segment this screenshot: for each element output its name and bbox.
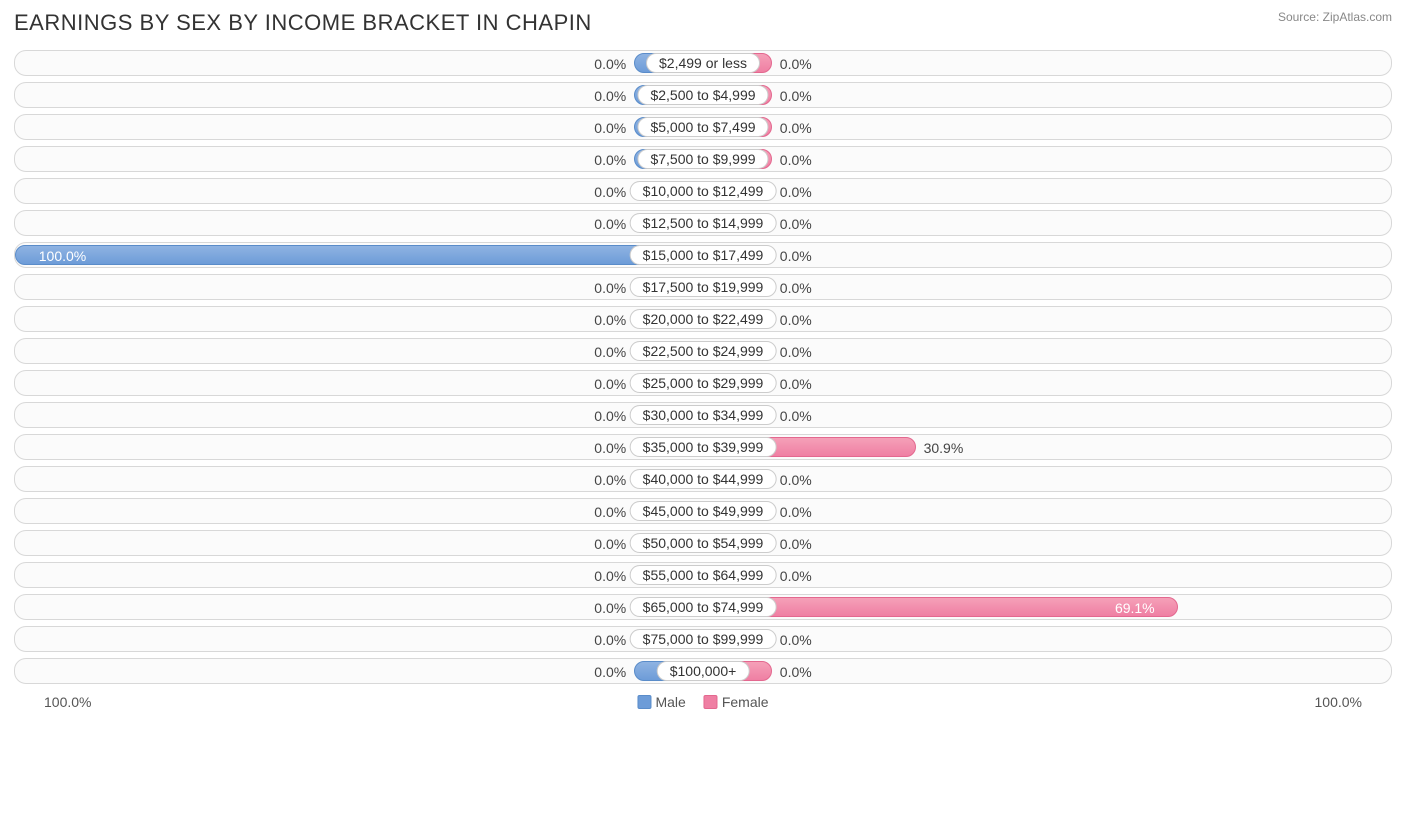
chart-row: 0.0% 0.0%$22,500 to $24,999 (14, 338, 1392, 364)
female-value: 0.0% (772, 307, 812, 333)
male-value: 0.0% (594, 83, 634, 109)
category-label: $55,000 to $64,999 (630, 565, 777, 585)
source-attribution: Source: ZipAtlas.com (1278, 10, 1392, 24)
female-value: 0.0% (772, 659, 812, 685)
chart-rows: 0.0%0.0%$2,499 or less0.0%0.0%$2,500 to … (14, 50, 1392, 684)
chart-container: EARNINGS BY SEX BY INCOME BRACKET IN CHA… (0, 0, 1406, 724)
male-value: 0.0% (594, 563, 634, 589)
legend-female-label: Female (722, 694, 769, 710)
female-value: 30.9% (916, 435, 964, 461)
male-value: 0.0% (594, 531, 634, 557)
chart-row: 0.0% 0.0% $100,000+ (14, 658, 1392, 684)
chart-row: 0.0% 0.0%$2,500 to $4,999 (14, 82, 1392, 108)
chart-row: 0.0% 0.0%$50,000 to $54,999 (14, 530, 1392, 556)
chart-row: 0.0% 0.0%$45,000 to $49,999 (14, 498, 1392, 524)
category-label: $25,000 to $29,999 (630, 373, 777, 393)
category-label: $10,000 to $12,499 (630, 181, 777, 201)
female-value: 0.0% (772, 147, 812, 173)
chart-row: 0.0% 30.9% $35,000 to $39,999 (14, 434, 1392, 460)
female-value: 0.0% (772, 83, 812, 109)
category-label: $45,000 to $49,999 (630, 501, 777, 521)
male-value: 0.0% (594, 371, 634, 397)
chart-row: 0.0% 0.0%$25,000 to $29,999 (14, 370, 1392, 396)
female-value: 0.0% (772, 339, 812, 365)
male-value: 0.0% (594, 307, 634, 333)
chart-row: 0.0% 0.0%$12,500 to $14,999 (14, 210, 1392, 236)
chart-row: 0.0% 0.0%$30,000 to $34,999 (14, 402, 1392, 428)
male-value: 0.0% (594, 339, 634, 365)
male-value: 0.0% (594, 595, 634, 621)
chart-row: 0.0% 0.0%$55,000 to $64,999 (14, 562, 1392, 588)
female-value: 0.0% (772, 563, 812, 589)
chart-row: 0.0% 0.0%$40,000 to $44,999 (14, 466, 1392, 492)
legend-male-label: Male (655, 694, 685, 710)
female-value: 69.1% (1115, 595, 1165, 621)
category-label: $65,000 to $74,999 (630, 597, 777, 617)
chart-row: 0.0% 0.0%$10,000 to $12,499 (14, 178, 1392, 204)
male-value: 100.0% (29, 243, 86, 269)
category-label: $100,000+ (657, 661, 750, 681)
category-label: $75,000 to $99,999 (630, 629, 777, 649)
chart-row: 0.0% 0.0%$5,000 to $7,499 (14, 114, 1392, 140)
female-value: 0.0% (772, 531, 812, 557)
male-value: 0.0% (594, 179, 634, 205)
male-value: 0.0% (594, 115, 634, 141)
chart-footer: 100.0% Male Female 100.0% (14, 694, 1392, 716)
category-label: $22,500 to $24,999 (630, 341, 777, 361)
female-value: 0.0% (772, 211, 812, 237)
category-label: $35,000 to $39,999 (630, 437, 777, 457)
female-value: 0.0% (772, 179, 812, 205)
male-value: 0.0% (594, 435, 634, 461)
chart-row: 0.0% 0.0%$7,500 to $9,999 (14, 146, 1392, 172)
chart-title: EARNINGS BY SEX BY INCOME BRACKET IN CHA… (14, 10, 592, 36)
chart-row: 0.0% 0.0%$17,500 to $19,999 (14, 274, 1392, 300)
female-value: 0.0% (772, 115, 812, 141)
category-label: $7,500 to $9,999 (637, 149, 768, 169)
male-value: 0.0% (594, 147, 634, 173)
male-value: 0.0% (594, 211, 634, 237)
female-value: 0.0% (772, 51, 812, 77)
chart-row: 0.0% 0.0%$75,000 to $99,999 (14, 626, 1392, 652)
category-label: $17,500 to $19,999 (630, 277, 777, 297)
legend-male: Male (637, 694, 685, 710)
category-label: $15,000 to $17,499 (630, 245, 777, 265)
category-label: $12,500 to $14,999 (630, 213, 777, 233)
category-label: $2,499 or less (646, 53, 760, 73)
axis-label-right: 100.0% (1315, 694, 1362, 710)
female-value: 0.0% (772, 499, 812, 525)
chart-row: 0.0% 69.1% $65,000 to $74,999 (14, 594, 1392, 620)
category-label: $2,500 to $4,999 (637, 85, 768, 105)
female-swatch-icon (704, 695, 718, 709)
male-swatch-icon (637, 695, 651, 709)
chart-row: 100.0% 0.0%$15,000 to $17,499 (14, 242, 1392, 268)
female-value: 0.0% (772, 627, 812, 653)
female-value: 0.0% (772, 275, 812, 301)
category-label: $20,000 to $22,499 (630, 309, 777, 329)
chart-row: 0.0% 0.0% $2,499 or less (14, 50, 1392, 76)
category-label: $5,000 to $7,499 (637, 117, 768, 137)
male-value: 0.0% (594, 275, 634, 301)
male-bar (15, 245, 703, 265)
legend-female: Female (704, 694, 769, 710)
male-value: 0.0% (594, 467, 634, 493)
legend: Male Female (637, 694, 768, 710)
female-value: 0.0% (772, 371, 812, 397)
category-label: $30,000 to $34,999 (630, 405, 777, 425)
male-value: 0.0% (594, 403, 634, 429)
female-value: 0.0% (772, 403, 812, 429)
male-value: 0.0% (594, 659, 634, 685)
axis-label-left: 100.0% (44, 694, 91, 710)
category-label: $40,000 to $44,999 (630, 469, 777, 489)
female-value: 0.0% (772, 243, 812, 269)
female-value: 0.0% (772, 467, 812, 493)
chart-row: 0.0% 0.0%$20,000 to $22,499 (14, 306, 1392, 332)
header: EARNINGS BY SEX BY INCOME BRACKET IN CHA… (14, 10, 1392, 36)
category-label: $50,000 to $54,999 (630, 533, 777, 553)
male-value: 0.0% (594, 51, 634, 77)
male-value: 0.0% (594, 627, 634, 653)
male-value: 0.0% (594, 499, 634, 525)
